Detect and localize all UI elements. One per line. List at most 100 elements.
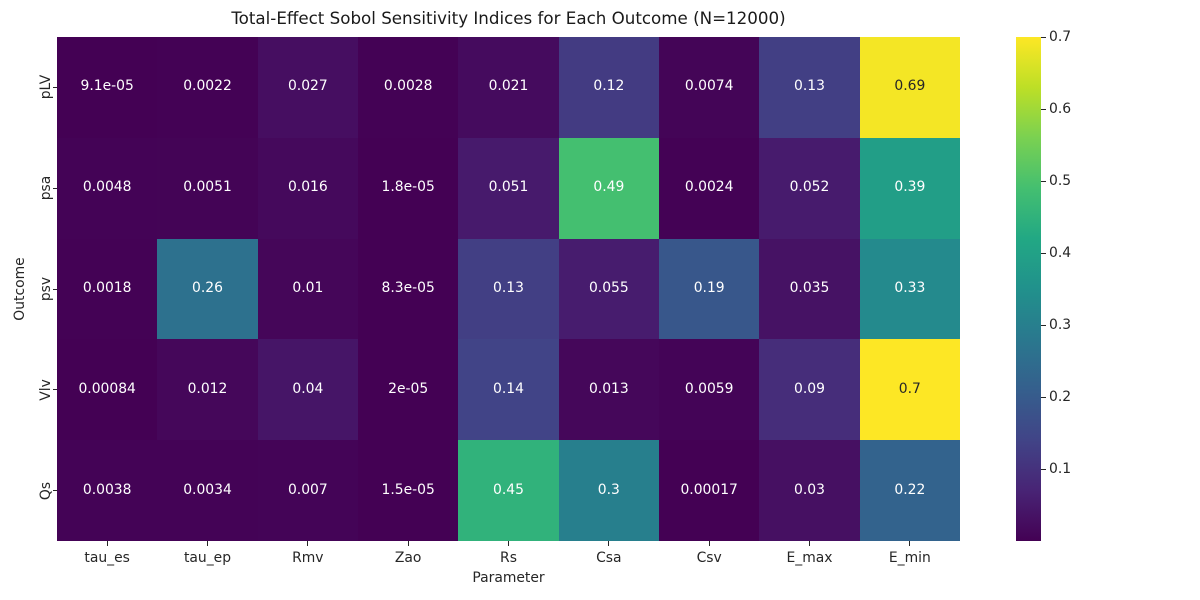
colorbar-tick-mark	[1041, 36, 1046, 38]
heatmap-cell-Qs-E_min: 0.22	[859, 440, 960, 541]
y-axis-label: Outcome	[12, 257, 28, 321]
colorbar-tick-mark	[1041, 468, 1046, 470]
heatmap-cell-Qs-Zao: 1.5e-05	[358, 440, 459, 541]
cell-value: 0.33	[894, 280, 926, 297]
tick-mark	[106, 541, 108, 546]
cell-value: 0.021	[488, 78, 529, 95]
heatmap-cell-psa-Rmv: 0.016	[257, 137, 358, 239]
heatmap-cell-Vlv-E_max: 0.09	[759, 339, 860, 441]
colorbar-tick-mark	[1041, 324, 1046, 326]
heatmap-cell-psv-tau_es: 0.0018	[57, 238, 158, 340]
cell-value: 0.0038	[82, 481, 132, 498]
heatmap-cell-psv-Rs: 0.13	[458, 238, 559, 340]
cell-value: 0.39	[894, 179, 926, 196]
heatmap-cell-pLV-tau_ep: 0.0022	[157, 37, 258, 138]
cell-value: 0.00017	[680, 481, 738, 498]
x-tick-label-E_min: E_min	[888, 550, 931, 566]
tick-mark	[708, 541, 710, 546]
colorbar-tick-label-0.6: 0.6	[1049, 101, 1072, 117]
cell-value: 0.016	[287, 179, 328, 196]
colorbar-tick-label-0.1: 0.1	[1049, 461, 1072, 477]
tick-mark	[207, 541, 208, 546]
cell-value: 0.26	[192, 280, 223, 297]
heatmap-cell-Qs-E_max: 0.03	[759, 440, 860, 541]
cell-value: 0.01	[292, 280, 324, 297]
heatmap-cell-Qs-Rmv: 0.007	[257, 440, 358, 541]
cell-value: 0.09	[794, 380, 825, 397]
colorbar-tick-mark	[1041, 180, 1046, 182]
cell-value: 9.1e-05	[80, 78, 134, 95]
heatmap-cell-psa-tau_es: 0.0048	[57, 137, 158, 239]
heatmap-cell-psa-Csv: 0.0024	[659, 137, 760, 239]
colorbar-tick-mark	[1041, 396, 1046, 398]
tick-mark	[407, 541, 409, 546]
heatmap-cell-Vlv-Csa: 0.013	[558, 339, 659, 441]
heatmap-cell-Vlv-tau_ep: 0.012	[157, 339, 258, 441]
tick-mark	[508, 541, 509, 546]
cell-value: 0.0018	[82, 280, 132, 297]
heatmap-cell-psa-E_max: 0.052	[759, 137, 860, 239]
heatmap-cell-psv-Csv: 0.19	[659, 238, 760, 340]
heatmap-cell-Vlv-Rmv: 0.04	[257, 339, 358, 441]
y-tick-label-psv: psv	[38, 276, 54, 302]
y-tick-label-Vlv: Vlv	[38, 379, 54, 401]
heatmap-cell-pLV-E_max: 0.13	[759, 37, 860, 138]
colorbar-tick-label-0.7: 0.7	[1049, 29, 1072, 45]
cell-value: 0.0024	[684, 179, 734, 196]
tick-mark	[608, 541, 610, 546]
heatmap-cell-pLV-E_min: 0.69	[859, 37, 960, 138]
cell-value: 1.8e-05	[381, 179, 435, 196]
cell-value: 0.055	[588, 280, 629, 297]
colorbar	[1016, 37, 1041, 541]
heatmap-cell-psv-E_max: 0.035	[759, 238, 860, 340]
cell-value: 1.5e-05	[381, 481, 435, 498]
heatmap-cell-psa-Rs: 0.051	[458, 137, 559, 239]
heatmap-cell-Qs-tau_es: 0.0038	[57, 440, 158, 541]
x-tick-label-tau_es: tau_es	[84, 550, 130, 566]
cell-value: 0.69	[894, 78, 926, 95]
y-tick-label-pLV: pLV	[38, 75, 54, 100]
heatmap-cell-pLV-Zao: 0.0028	[358, 37, 459, 138]
heatmap-cell-Vlv-E_min: 0.7	[859, 339, 960, 441]
cell-value: 0.22	[894, 481, 926, 498]
heatmap-cell-psa-Zao: 1.8e-05	[358, 137, 459, 239]
tick-mark	[52, 86, 57, 88]
heatmap-cell-psv-tau_ep: 0.26	[157, 238, 258, 340]
cell-value: 0.035	[789, 280, 830, 297]
tick-mark	[809, 541, 810, 546]
tick-mark	[52, 187, 57, 189]
heatmap-cell-Qs-Rs: 0.45	[458, 440, 559, 541]
y-tick-label-psa: psa	[38, 175, 54, 201]
cell-value: 0.14	[493, 380, 524, 397]
colorbar-tick-mark	[1041, 108, 1046, 110]
heatmap-cell-pLV-Csv: 0.0074	[659, 37, 760, 138]
cell-value: 0.051	[488, 179, 529, 196]
cell-value: 0.7	[898, 380, 921, 397]
cell-value: 0.0051	[183, 179, 232, 196]
heatmap-cell-psv-Csa: 0.055	[558, 238, 659, 340]
cell-value: 0.13	[794, 78, 825, 95]
cell-value: 0.0074	[684, 78, 734, 95]
colorbar-tick-label-0.5: 0.5	[1049, 173, 1072, 189]
heatmap-cell-pLV-Rmv: 0.027	[257, 37, 358, 138]
cell-value: 0.19	[693, 280, 725, 297]
tick-mark	[52, 389, 57, 391]
x-tick-label-Csv: Csv	[696, 550, 722, 566]
heatmap-grid: 9.1e-05 0.0022 0.027 0.0028 0.021 0.12 0.0074 0…	[57, 37, 960, 541]
x-tick-label-Rmv: Rmv	[292, 550, 324, 566]
colorbar-tick-label-0.3: 0.3	[1049, 317, 1072, 333]
heatmap-cell-Vlv-Csv: 0.0059	[659, 339, 760, 441]
heatmap-cell-psv-Zao: 8.3e-05	[358, 238, 459, 340]
heatmap-cell-pLV-Rs: 0.021	[458, 37, 559, 138]
cell-value: 0.0048	[82, 179, 132, 196]
cell-value: 0.027	[287, 78, 328, 95]
x-axis-label: Parameter	[472, 570, 545, 586]
tick-mark	[52, 490, 57, 492]
cell-value: 0.49	[593, 179, 625, 196]
cell-value: 0.00084	[78, 380, 136, 397]
heatmap-cell-Vlv-tau_es: 0.00084	[57, 339, 158, 441]
heatmap-cell-Qs-Csa: 0.3	[558, 440, 659, 541]
colorbar-tick-label-0.4: 0.4	[1049, 245, 1072, 261]
cell-value: 0.012	[187, 380, 228, 397]
